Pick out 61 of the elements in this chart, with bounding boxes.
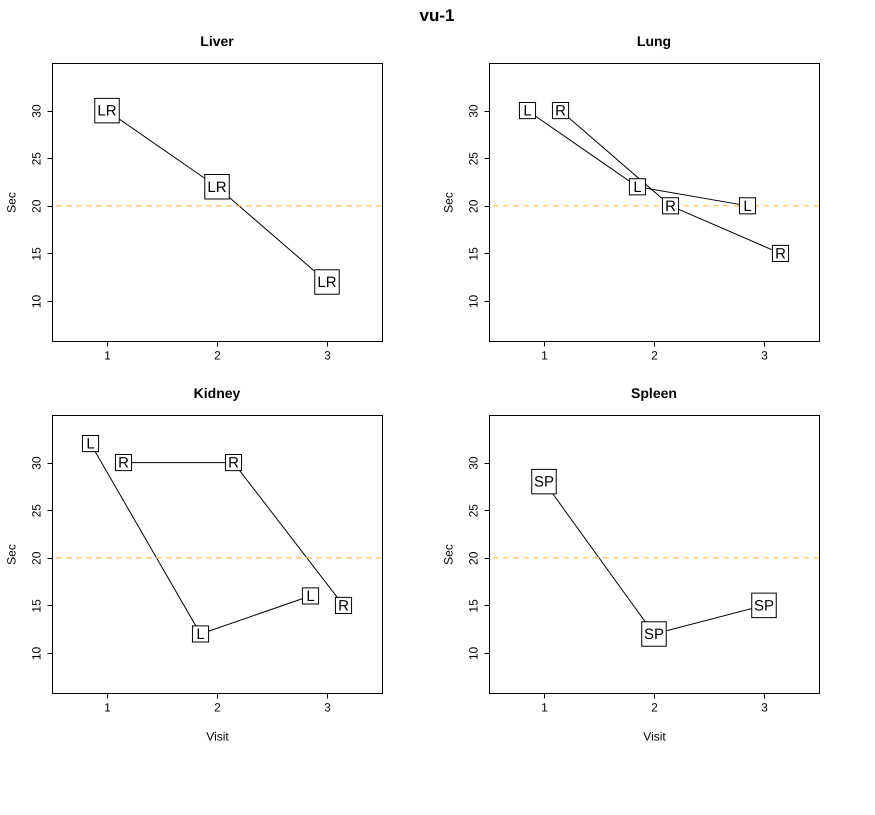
text: R bbox=[228, 454, 239, 472]
text: L bbox=[523, 102, 532, 120]
x-tick-label: 2 bbox=[651, 348, 658, 362]
y-tick-label: 15 bbox=[30, 246, 44, 261]
x-tick-label: 2 bbox=[214, 700, 222, 714]
x-axis-title: Visit bbox=[206, 730, 230, 744]
y-tick-label: 30 bbox=[30, 104, 44, 118]
text: R bbox=[118, 454, 129, 472]
text: R bbox=[555, 102, 566, 120]
text: vu-1 bbox=[418, 5, 456, 27]
series-label: LR bbox=[317, 274, 337, 291]
x-tick-label: 2 bbox=[214, 348, 222, 362]
y-tick-label: 15 bbox=[466, 246, 480, 261]
y-tick-label: 25 bbox=[466, 504, 480, 518]
x-axis-title: Visit bbox=[643, 730, 666, 744]
text: SP bbox=[754, 597, 774, 614]
chart-title: Kidney bbox=[194, 385, 241, 401]
x-tick-label: 3 bbox=[324, 348, 332, 362]
y-tick-label: 10 bbox=[30, 294, 44, 308]
text: L bbox=[743, 198, 752, 215]
x-tick-label: 1 bbox=[541, 700, 548, 714]
text: L bbox=[196, 626, 205, 643]
series-label: R bbox=[338, 597, 350, 614]
chart-title: Liver bbox=[200, 33, 234, 49]
y-tick-label: 30 bbox=[30, 456, 44, 470]
series-label: R bbox=[775, 245, 786, 262]
y-tick-label: 15 bbox=[466, 598, 480, 613]
y-tick-label: 10 bbox=[466, 646, 480, 660]
series-label: SP bbox=[534, 474, 554, 491]
text: L bbox=[86, 436, 95, 453]
y-tick-label: 20 bbox=[30, 551, 44, 565]
y-tick-label: 20 bbox=[466, 551, 480, 565]
y-tick-label: 20 bbox=[30, 199, 44, 213]
x-tick-label: 1 bbox=[104, 700, 112, 714]
y-axis-title: Sec bbox=[442, 192, 456, 213]
y-axis-title: Sec bbox=[4, 192, 18, 213]
chart-title: Lung bbox=[636, 33, 672, 49]
chart-title: Spleen bbox=[631, 385, 677, 401]
text: LR bbox=[97, 102, 117, 120]
y-tick-label: 10 bbox=[30, 646, 44, 660]
x-tick-label: 3 bbox=[761, 348, 768, 362]
y-tick-label: 25 bbox=[466, 152, 480, 166]
text: LR bbox=[207, 178, 227, 196]
x-tick-label: 3 bbox=[324, 700, 332, 714]
series-label: L bbox=[633, 178, 642, 196]
y-tick-label: 20 bbox=[466, 199, 480, 213]
y-tick-label: 30 bbox=[466, 104, 480, 118]
y-tick-label: 15 bbox=[30, 598, 44, 613]
y-tick-label: 30 bbox=[466, 456, 480, 470]
y-axis-title: Sec bbox=[4, 544, 18, 565]
y-tick-label: 25 bbox=[30, 152, 44, 166]
x-tick-label: 3 bbox=[761, 700, 768, 714]
y-tick-label: 25 bbox=[30, 504, 44, 518]
y-tick-label: 10 bbox=[466, 294, 480, 308]
x-tick-label: 1 bbox=[541, 348, 548, 362]
text: SP bbox=[644, 626, 664, 643]
text: R bbox=[665, 198, 676, 215]
x-tick-label: 1 bbox=[104, 348, 112, 362]
y-axis-title: Sec bbox=[442, 544, 456, 565]
series-label: L bbox=[306, 588, 315, 605]
x-tick-label: 2 bbox=[651, 700, 658, 714]
